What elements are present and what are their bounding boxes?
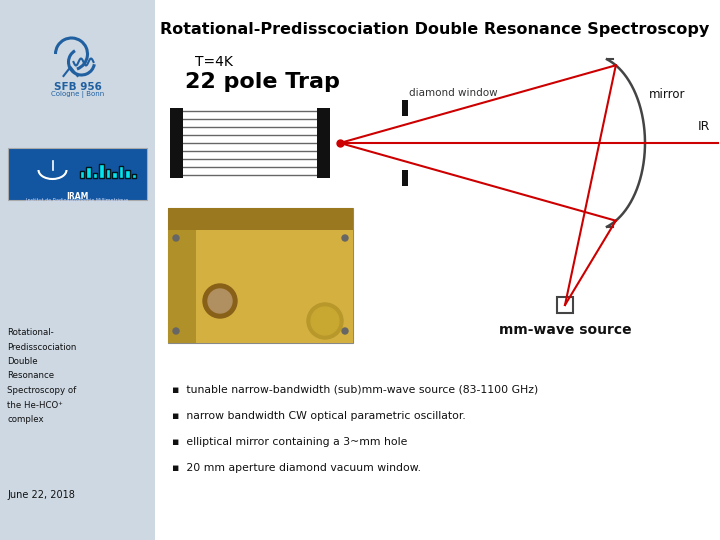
Text: ▪  elliptical mirror containing a 3~mm hole: ▪ elliptical mirror containing a 3~mm ho… xyxy=(172,437,408,447)
Text: Rotational-: Rotational- xyxy=(7,328,54,337)
Circle shape xyxy=(311,307,339,335)
Text: the He-HCO⁺: the He-HCO⁺ xyxy=(7,401,63,409)
Text: 22 pole Trap: 22 pole Trap xyxy=(185,72,340,92)
FancyBboxPatch shape xyxy=(119,166,123,178)
Circle shape xyxy=(342,235,348,241)
FancyBboxPatch shape xyxy=(99,164,104,178)
Text: mirror: mirror xyxy=(649,88,685,101)
Text: ▪  narrow bandwidth CW optical parametric oscillator.: ▪ narrow bandwidth CW optical parametric… xyxy=(172,411,466,421)
Circle shape xyxy=(208,289,232,313)
Circle shape xyxy=(342,328,348,334)
FancyBboxPatch shape xyxy=(79,171,84,178)
Text: June 22, 2018: June 22, 2018 xyxy=(7,490,75,500)
FancyBboxPatch shape xyxy=(557,297,573,313)
FancyBboxPatch shape xyxy=(132,174,136,178)
FancyBboxPatch shape xyxy=(168,230,196,343)
FancyBboxPatch shape xyxy=(168,208,353,343)
Text: IRAM: IRAM xyxy=(66,192,89,201)
Text: Institut de Radioastronomie Millimetrique: Institut de Radioastronomie Millimetriqu… xyxy=(27,198,129,203)
Circle shape xyxy=(307,303,343,339)
Text: T=4K: T=4K xyxy=(195,55,233,69)
Circle shape xyxy=(173,235,179,241)
Text: Predisscociation: Predisscociation xyxy=(7,342,76,352)
FancyBboxPatch shape xyxy=(106,169,110,178)
FancyBboxPatch shape xyxy=(168,208,353,230)
Text: SFB 956: SFB 956 xyxy=(53,82,102,92)
Text: ▪  tunable narrow-bandwidth (sub)mm-wave source (83-1100 GHz): ▪ tunable narrow-bandwidth (sub)mm-wave … xyxy=(172,385,539,395)
Text: Spectroscopy of: Spectroscopy of xyxy=(7,386,76,395)
FancyBboxPatch shape xyxy=(196,230,353,343)
FancyBboxPatch shape xyxy=(317,108,330,178)
Text: Resonance: Resonance xyxy=(7,372,54,381)
FancyBboxPatch shape xyxy=(125,170,130,178)
Text: complex: complex xyxy=(7,415,44,424)
Text: ▪  20 mm aperture diamond vacuum window.: ▪ 20 mm aperture diamond vacuum window. xyxy=(172,463,421,473)
FancyBboxPatch shape xyxy=(86,167,91,178)
FancyBboxPatch shape xyxy=(92,173,97,178)
Circle shape xyxy=(173,328,179,334)
Text: Rotational-Predisscociation Double Resonance Spectroscopy: Rotational-Predisscociation Double Reson… xyxy=(161,22,710,37)
Text: mm-wave source: mm-wave source xyxy=(499,323,631,337)
Text: Cologne | Bonn: Cologne | Bonn xyxy=(51,91,104,98)
FancyBboxPatch shape xyxy=(170,108,183,178)
FancyBboxPatch shape xyxy=(0,0,155,540)
Text: diamond window: diamond window xyxy=(409,88,498,98)
FancyBboxPatch shape xyxy=(402,170,408,186)
Circle shape xyxy=(203,284,237,318)
Text: Double: Double xyxy=(7,357,37,366)
Text: IR: IR xyxy=(698,120,710,133)
FancyBboxPatch shape xyxy=(8,148,147,200)
FancyBboxPatch shape xyxy=(112,172,117,178)
FancyBboxPatch shape xyxy=(402,100,408,116)
